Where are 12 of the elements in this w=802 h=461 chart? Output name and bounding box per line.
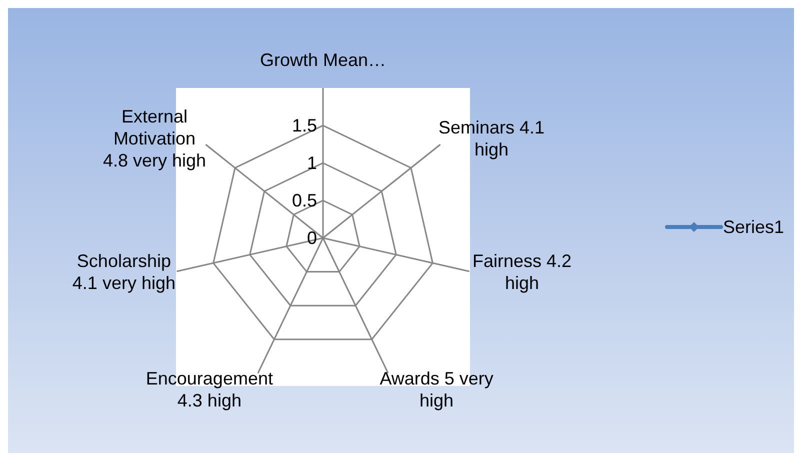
spoke-label: Encouragement 4.3 high bbox=[146, 368, 273, 410]
y-tick-label: 1 bbox=[306, 153, 317, 173]
y-tick-label: 0 bbox=[306, 228, 317, 248]
spoke-label: Scholarship 4.1 very high bbox=[72, 251, 176, 294]
spoke-label: Awards 5 very high bbox=[380, 368, 494, 410]
spoke-label: Growth Mean… bbox=[260, 50, 386, 70]
y-tick-label: 1.5 bbox=[292, 116, 317, 136]
spoke-label: Fairness 4.2 high bbox=[472, 251, 572, 294]
spoke-label: External Motivation 4.8 very high bbox=[102, 106, 206, 170]
legend-label: Series1 bbox=[722, 216, 784, 238]
spoke-label: Seminars 4.1 high bbox=[438, 117, 545, 160]
y-tick-label: 0.5 bbox=[292, 190, 317, 210]
